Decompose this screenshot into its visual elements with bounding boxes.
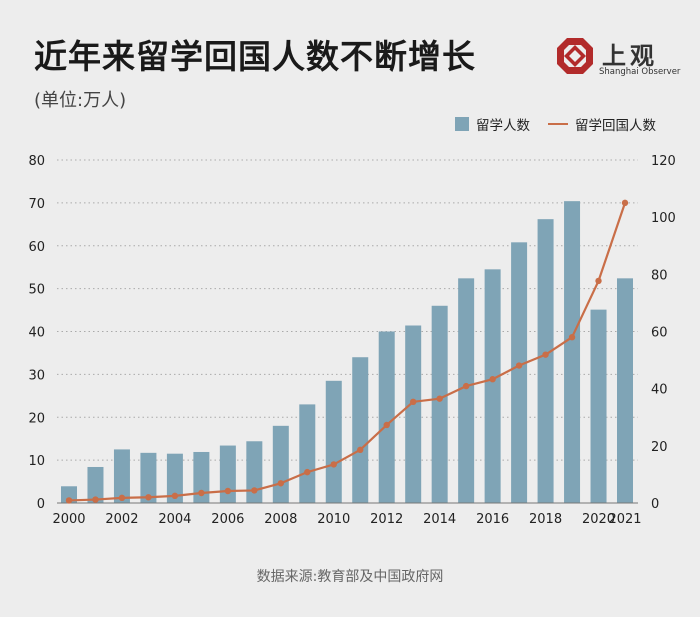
y-left-tick-label: 60: [28, 240, 45, 255]
x-tick-label: 2012: [370, 512, 403, 527]
bar: [166, 453, 183, 503]
logo-subtitle: Shanghai Observer: [599, 67, 681, 77]
shanghai-observer-logo-icon: [557, 38, 593, 74]
y-right-tick-label: 120: [651, 154, 676, 169]
line-point: [224, 487, 232, 495]
line-point: [198, 489, 205, 497]
x-tick-label: 2020: [582, 512, 615, 527]
bar: [564, 201, 581, 503]
y-right-tick-label: 40: [651, 383, 668, 398]
y-right-tick-label: 20: [651, 440, 668, 455]
y-left-tick-label: 40: [28, 326, 45, 341]
bar: [246, 441, 263, 503]
bar: [511, 242, 528, 503]
chart-title: 近年来留学回国人数不断增长: [34, 37, 476, 76]
line-point: [251, 487, 258, 494]
line-point: [277, 480, 285, 487]
line-point: [145, 494, 152, 501]
x-tick-label: 2008: [264, 512, 297, 527]
x-tick-label: 2000: [52, 512, 85, 527]
logo-name: 上观: [602, 42, 658, 70]
legend-line-swatch: [548, 123, 568, 125]
chart: 0 10 20 30 40 50 60 70 80 0 20 40 60 80 100 120 2000 2002…: [28, 154, 676, 527]
line-point: [330, 461, 337, 468]
y-left-tick-label: 10: [28, 454, 45, 469]
bar: [299, 404, 316, 503]
y-right-tick-label: 100: [651, 211, 676, 226]
line-point: [304, 468, 311, 476]
bar: [590, 309, 607, 503]
x-tick-label: 2021: [608, 512, 641, 527]
bar: [431, 305, 448, 503]
legend-line-label: 留学回国人数: [575, 118, 656, 134]
y-right-tick-label: 60: [651, 326, 668, 341]
y-left-tick-label: 30: [28, 368, 45, 383]
x-tick-label: 2018: [529, 512, 562, 527]
logo: 上观 Shanghai Observer: [555, 36, 685, 86]
x-tick-label: 2002: [105, 512, 138, 527]
bar: [272, 425, 289, 503]
line-point: [595, 277, 602, 285]
bar: [484, 269, 501, 503]
series-line: [68, 202, 627, 502]
line-point: [515, 362, 523, 369]
bar: [193, 451, 210, 503]
bar: [405, 325, 422, 503]
line-point: [118, 494, 126, 502]
line-point: [621, 199, 629, 207]
x-tick-label: 2014: [423, 512, 456, 527]
bar: [537, 219, 554, 504]
y-left-tick-label: 70: [28, 197, 45, 212]
unit-label: (单位:万人): [34, 90, 127, 111]
line-point: [436, 395, 443, 402]
legend: 留学人数 留学回国人数: [455, 114, 656, 134]
line-point: [542, 351, 549, 358]
x-tick-label: 2010: [317, 512, 350, 527]
legend-bar-label: 留学人数: [476, 118, 530, 134]
bar: [87, 466, 104, 503]
line-point: [568, 334, 576, 341]
y-right-tick-label: 80: [651, 268, 668, 283]
bar: [458, 278, 475, 503]
line-point: [462, 382, 470, 390]
bar: [61, 486, 77, 503]
bar: [378, 331, 395, 503]
line-point: [92, 496, 99, 503]
line-point: [171, 492, 179, 500]
bar: [325, 380, 342, 503]
y-left-tick-label: 0: [37, 497, 45, 512]
y-right-tick-label: 0: [651, 497, 659, 512]
x-tick-label: 2016: [476, 512, 509, 527]
line-point: [65, 497, 73, 504]
bar: [140, 452, 157, 503]
source-note: 数据来源:教育部及中国政府网: [256, 569, 444, 585]
x-tick-label: 2004: [158, 512, 191, 527]
line-point: [409, 398, 417, 406]
line-point: [383, 421, 390, 429]
line-point: [357, 446, 364, 454]
bar: [617, 278, 633, 503]
legend-bar-swatch: [455, 117, 469, 131]
y-left-tick-label: 50: [28, 283, 45, 298]
y-left-tick-label: 20: [28, 411, 45, 426]
y-left-tick-label: 80: [28, 154, 45, 169]
x-tick-label: 2006: [211, 512, 244, 527]
bar: [219, 445, 236, 503]
bar: [113, 449, 130, 503]
line-point: [489, 376, 496, 383]
bar: [352, 357, 369, 503]
